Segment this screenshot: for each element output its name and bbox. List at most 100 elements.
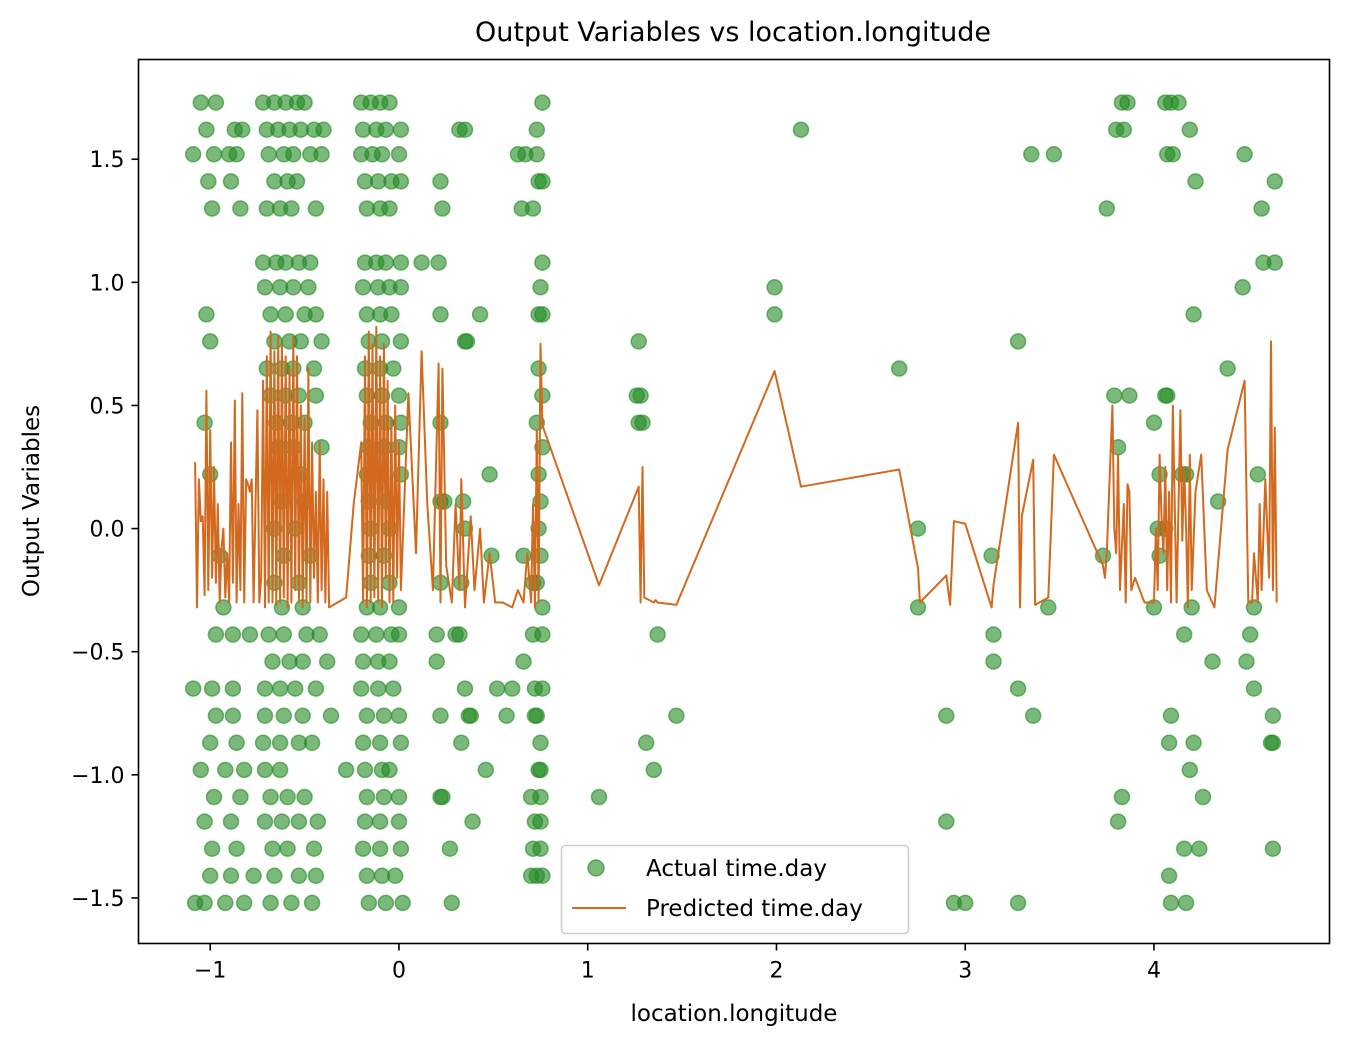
actual-point-375	[637, 734, 655, 752]
actual-point-293	[266, 867, 283, 885]
actual-point-351	[453, 734, 470, 752]
actual-point-324	[390, 788, 408, 806]
actual-point-348	[498, 707, 515, 724]
actual-point-256	[207, 707, 225, 724]
actual-point-169	[385, 360, 402, 377]
actual-point-215	[632, 387, 649, 404]
actual-point-68	[792, 121, 810, 138]
actual-point-107	[377, 254, 395, 271]
actual-point-5	[200, 173, 217, 190]
actual-point-144	[307, 387, 325, 404]
actual-point-306	[390, 626, 408, 643]
actual-point-39	[381, 94, 398, 111]
actual-point-263	[228, 734, 245, 752]
actual-point-323	[375, 788, 393, 806]
actual-point-56	[434, 200, 451, 217]
predicted-line	[194, 325, 1278, 609]
actual-point-218	[890, 360, 908, 377]
actual-point-355	[464, 813, 481, 830]
actual-point-329	[371, 840, 389, 857]
actual-point-103	[198, 306, 215, 323]
actual-point-374	[590, 788, 608, 806]
actual-point-47	[390, 146, 408, 163]
actual-point-281	[256, 813, 274, 830]
actual-point-277	[279, 788, 296, 806]
actual-point-252	[256, 680, 274, 697]
actual-point-55	[432, 173, 449, 190]
legend-box	[560, 844, 910, 935]
actual-point-151	[313, 439, 330, 456]
actual-point-0	[192, 94, 210, 111]
actual-point-347	[462, 707, 479, 724]
actual-point-223	[1106, 387, 1123, 404]
actual-point-23	[315, 121, 332, 138]
actual-point-373	[534, 867, 551, 885]
actual-point-1	[198, 121, 215, 138]
actual-point-132	[1009, 333, 1027, 350]
legend-marker-actual	[587, 859, 605, 877]
actual-point-343	[503, 680, 521, 697]
actual-point-295	[307, 867, 325, 885]
actual-point-298	[217, 894, 234, 912]
actual-point-253	[271, 680, 289, 697]
actual-point-395	[1181, 761, 1199, 779]
actual-point-265	[271, 734, 289, 752]
actual-point-128	[534, 306, 551, 323]
actual-point-121	[432, 306, 449, 323]
actual-point-273	[337, 761, 355, 779]
actual-point-82	[1187, 173, 1204, 190]
actual-point-42	[377, 121, 395, 138]
actual-point-259	[275, 707, 293, 724]
actual-point-337	[428, 626, 445, 643]
actual-point-342	[488, 680, 506, 697]
actual-point-312	[385, 680, 402, 697]
actual-point-172	[390, 387, 408, 404]
actual-point-299	[235, 894, 253, 912]
actual-point-148	[196, 414, 213, 431]
actual-point-304	[368, 626, 385, 643]
actual-point-251	[224, 680, 242, 697]
actual-point-254	[286, 680, 304, 697]
actual-point-283	[290, 813, 308, 830]
y-axis-label: Output Variables	[19, 405, 45, 597]
axes-frame	[137, 58, 1331, 945]
actual-point-99	[266, 333, 283, 350]
actual-point-26	[285, 146, 302, 163]
actual-point-398	[1177, 894, 1195, 912]
actual-point-269	[217, 761, 234, 779]
actual-point-101	[292, 333, 310, 350]
actual-point-191	[371, 599, 389, 616]
actual-point-83	[1236, 146, 1253, 163]
actual-point-51	[392, 173, 410, 190]
actual-point-244	[311, 626, 328, 643]
actual-point-102	[313, 333, 330, 350]
actual-point-333	[386, 867, 404, 885]
actual-point-344	[515, 653, 532, 670]
actual-point-313	[358, 707, 376, 724]
actual-point-12	[232, 200, 249, 217]
actual-point-285	[203, 840, 221, 857]
actual-point-213	[534, 599, 551, 616]
actual-point-384	[985, 626, 1002, 643]
actual-point-157	[266, 520, 283, 537]
legend-label-actual: Actual time.day	[646, 856, 827, 882]
actual-point-311	[369, 680, 387, 697]
actual-point-235	[1219, 360, 1236, 377]
actual-point-122	[471, 306, 489, 323]
actual-point-354	[434, 788, 451, 806]
actual-point-140	[305, 360, 323, 377]
actual-point-307	[354, 653, 372, 670]
actual-point-352	[477, 761, 495, 779]
x-tick-label-1: 0	[392, 959, 406, 984]
actual-point-366	[532, 788, 549, 806]
actual-point-108	[392, 254, 410, 271]
actual-point-238	[207, 626, 225, 643]
actual-point-275	[232, 788, 249, 806]
actual-point-115	[383, 306, 400, 323]
actual-point-317	[371, 734, 389, 752]
actual-point-93	[285, 279, 302, 296]
actual-point-8	[234, 121, 251, 138]
actual-point-270	[235, 761, 253, 779]
actual-point-129	[630, 333, 647, 350]
